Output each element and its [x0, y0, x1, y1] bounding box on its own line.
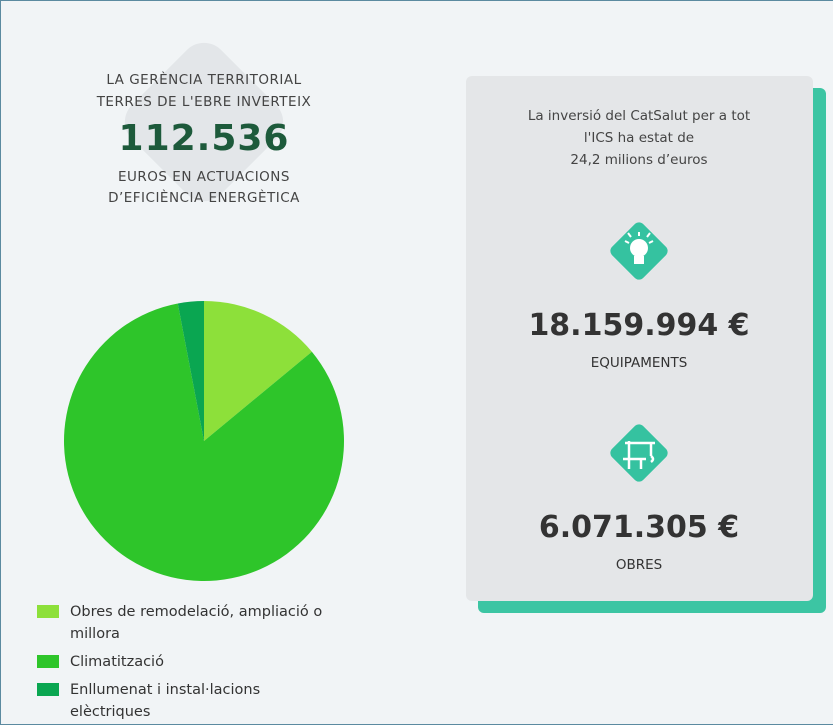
pie-slice: [204, 301, 312, 441]
legend-label: Enllumenat i instal·lacions elèctriques: [70, 682, 261, 720]
headline-amount: 112.536: [119, 118, 290, 159]
amount: 18.159.994 €: [528, 308, 749, 343]
legend-swatch: [37, 605, 59, 618]
pie-slice: [177, 301, 204, 441]
headline-diamond: [124, 42, 284, 202]
card-intro: l'ICS ha estat de: [584, 130, 694, 146]
card-intro: 24,2 milions d’euros: [570, 152, 707, 168]
legend-label: Obres de remodelació, ampliació o millor…: [70, 604, 323, 642]
amount: 6.071.305 €: [539, 510, 739, 545]
legend-label: Climatització: [70, 654, 164, 670]
headline-line: TERRES DE L'EBRE INVERTEIX: [96, 94, 312, 110]
legend-item: Climatització: [37, 651, 337, 673]
crane-icon: [623, 441, 655, 469]
legend-item: Obres de remodelació, ampliació o millor…: [37, 601, 337, 645]
bulb-icon: [624, 232, 654, 264]
headline-line: LA GERÈNCIA TERRITORIAL: [106, 71, 301, 88]
amount-label: OBRES: [616, 557, 662, 573]
card: [466, 76, 813, 601]
icon-diamond: [610, 424, 668, 482]
pie-slice: [63, 303, 344, 581]
legend-swatch: [37, 655, 59, 668]
headline-line: EUROS EN ACTUACIONS: [118, 169, 290, 185]
amount-label: EQUIPAMENTS: [591, 355, 688, 371]
pie: [63, 301, 344, 581]
headline-line: D’EFICIÈNCIA ENERGÈTICA: [108, 189, 300, 206]
legend-item: Enllumenat i instal·lacions elèctriques: [37, 679, 337, 723]
card-intro: La inversió del CatSalut per a tot: [528, 108, 750, 124]
legend-swatch: [37, 683, 59, 696]
